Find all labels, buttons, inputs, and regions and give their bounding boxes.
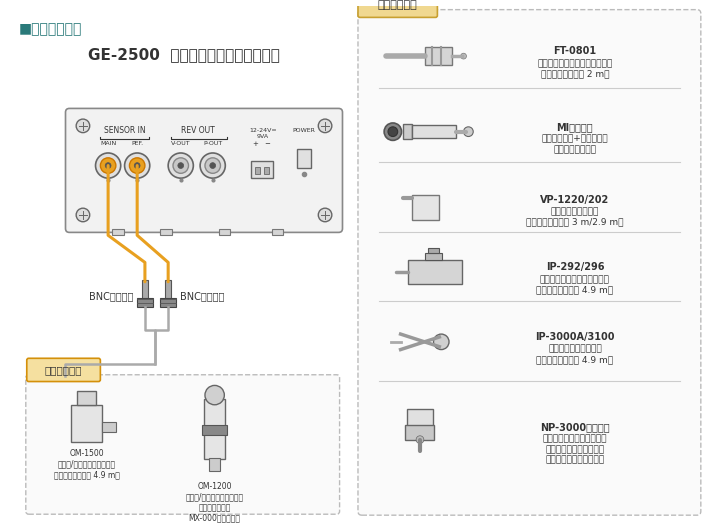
Bar (428, 248, 439, 253)
Text: エンジン回転検出器
（ケーブル直出し 3 m/2.9 m）: エンジン回転検出器 （ケーブル直出し 3 m/2.9 m） (526, 207, 623, 227)
Circle shape (433, 334, 449, 350)
Bar (408, 409, 433, 426)
Bar (403, 124, 413, 139)
Text: POWER: POWER (292, 128, 315, 133)
Bar (165, 280, 171, 299)
Text: 計測用センサ: 計測用センサ (45, 365, 82, 375)
FancyBboxPatch shape (66, 109, 342, 232)
Bar (413, 195, 439, 220)
Text: イグニッションパルス検出器
（ケーブル直出し 4.9 m）: イグニッションパルス検出器 （ケーブル直出し 4.9 m） (536, 275, 613, 294)
Circle shape (318, 208, 332, 222)
Text: OM-1500
モータ/エンジン回転検出器
（ケーブル直出し 4.9 m）: OM-1500 モータ/エンジン回転検出器 （ケーブル直出し 4.9 m） (54, 449, 119, 479)
Text: SENSOR IN: SENSOR IN (104, 126, 145, 135)
Text: NP-3000シリーズ: NP-3000シリーズ (540, 422, 610, 432)
Text: VP-1220/202: VP-1220/202 (541, 195, 610, 205)
Text: MAIN: MAIN (100, 142, 117, 146)
Circle shape (209, 163, 216, 169)
Bar (160, 298, 176, 307)
Bar (413, 125, 455, 138)
Text: P-OUT: P-OUT (203, 142, 222, 146)
Bar (425, 253, 443, 260)
Circle shape (200, 153, 225, 178)
Bar (112, 228, 124, 235)
Bar (272, 228, 283, 235)
Bar (405, 425, 435, 440)
Text: マイクロホン+プリアンプ
（ケーブル別売）: マイクロホン+プリアンプ （ケーブル別売） (541, 135, 608, 154)
Bar (142, 280, 148, 299)
Bar (408, 260, 462, 284)
Circle shape (173, 158, 189, 173)
Circle shape (388, 127, 398, 137)
Text: MIシリーズ: MIシリーズ (556, 122, 593, 132)
Bar (255, 166, 260, 174)
Bar (264, 166, 269, 174)
Text: GE-2500  ディーゼルエンジン回転計: GE-2500 ディーゼルエンジン回転計 (88, 47, 280, 63)
Circle shape (96, 153, 121, 178)
Text: V-OUT: V-OUT (171, 142, 191, 146)
Bar (252, 161, 272, 178)
Circle shape (77, 119, 89, 132)
Bar (425, 47, 452, 65)
Bar (219, 228, 230, 235)
Circle shape (100, 158, 116, 173)
Bar (72, 405, 102, 441)
Bar (209, 458, 220, 471)
Text: REV OUT: REV OUT (182, 126, 215, 135)
Circle shape (205, 158, 220, 173)
Text: +: + (252, 142, 258, 147)
FancyBboxPatch shape (358, 10, 701, 515)
Text: ■システム構成: ■システム構成 (19, 22, 82, 36)
Bar (102, 422, 116, 432)
Circle shape (129, 158, 145, 173)
Text: BNCコネクタ: BNCコネクタ (89, 292, 133, 302)
Text: 校正用センサ: 校正用センサ (378, 0, 418, 10)
FancyBboxPatch shape (26, 375, 340, 514)
Circle shape (460, 53, 466, 59)
Text: BNCコネクタ: BNCコネクタ (179, 292, 225, 302)
Text: IP-292/296: IP-292/296 (546, 262, 604, 272)
Circle shape (416, 436, 424, 444)
Text: FT-0801: FT-0801 (553, 47, 596, 57)
Circle shape (105, 163, 111, 169)
Text: イグニッション検出器
（ケーブル直出し 4.9 m）: イグニッション検出器 （ケーブル直出し 4.9 m） (536, 344, 613, 364)
Circle shape (205, 385, 225, 405)
Bar (204, 399, 225, 459)
Text: シガーライターソケットセンサ
（ケーブル直出し 2 m）: シガーライターソケットセンサ （ケーブル直出し 2 m） (537, 59, 613, 78)
Text: IP-3000A/3100: IP-3000A/3100 (535, 332, 615, 342)
Text: アンプ内蔵型加速度検出器
（ケーブルについては、
製品毎に確認ください）: アンプ内蔵型加速度検出器 （ケーブルについては、 製品毎に確認ください） (543, 435, 607, 465)
Circle shape (124, 153, 149, 178)
Circle shape (178, 163, 184, 169)
Bar (137, 298, 153, 307)
Bar (202, 425, 227, 435)
Bar (297, 149, 310, 169)
Text: PEF.: PEF. (131, 142, 143, 146)
Bar (160, 228, 172, 235)
Text: OM-1200
モータ/エンジン回転検出器
（ケーブル別売
MX-000シリーズ）: OM-1200 モータ/エンジン回転検出器 （ケーブル別売 MX-000シリーズ… (186, 482, 244, 523)
Text: −: − (264, 142, 270, 147)
Circle shape (384, 123, 402, 140)
Circle shape (318, 119, 332, 132)
Circle shape (77, 208, 89, 222)
Bar (77, 391, 97, 405)
FancyBboxPatch shape (26, 358, 100, 382)
Circle shape (168, 153, 193, 178)
FancyBboxPatch shape (358, 0, 438, 17)
Circle shape (463, 127, 473, 137)
Circle shape (134, 163, 140, 169)
Text: 12-24V=
9VA: 12-24V= 9VA (250, 128, 277, 139)
